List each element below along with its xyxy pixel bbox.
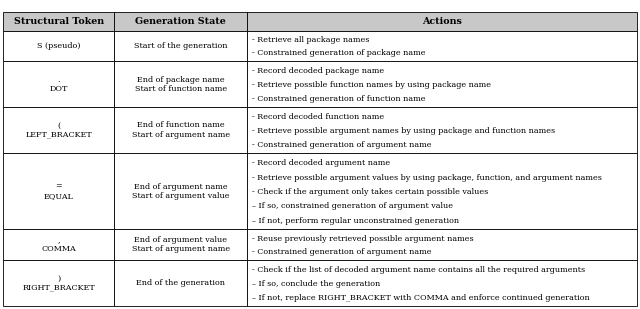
Text: .
DOT: . DOT bbox=[49, 76, 68, 93]
Text: - Record decoded package name: - Record decoded package name bbox=[252, 67, 384, 75]
Bar bbox=[114, 153, 247, 230]
Bar bbox=[3, 230, 114, 260]
Text: ,
COMMA: , COMMA bbox=[41, 236, 76, 253]
Bar bbox=[247, 153, 637, 230]
Text: - Reuse previously retrieved possible argument names: - Reuse previously retrieved possible ar… bbox=[252, 235, 473, 243]
Text: - Retrieve possible function names by using package name: - Retrieve possible function names by us… bbox=[252, 81, 491, 89]
Bar bbox=[114, 31, 247, 61]
Bar bbox=[114, 12, 247, 31]
Text: End of function name
Start of argument name: End of function name Start of argument n… bbox=[132, 121, 230, 139]
Text: - Constrained generation of function name: - Constrained generation of function nam… bbox=[252, 95, 425, 103]
Text: (
LEFT_BRACKET: ( LEFT_BRACKET bbox=[25, 121, 92, 139]
Bar bbox=[3, 61, 114, 107]
Bar bbox=[114, 230, 247, 260]
Text: - Retrieve all package names: - Retrieve all package names bbox=[252, 36, 369, 44]
Bar bbox=[3, 31, 114, 61]
Text: - Retrieve possible argument values by using package, function, and argument nam: - Retrieve possible argument values by u… bbox=[252, 174, 602, 182]
Text: - Constrained generation of argument name: - Constrained generation of argument nam… bbox=[252, 248, 431, 256]
Text: - Constrained generation of argument name: - Constrained generation of argument nam… bbox=[252, 141, 431, 149]
Text: - Record decoded argument name: - Record decoded argument name bbox=[252, 159, 390, 167]
Text: - Record decoded function name: - Record decoded function name bbox=[252, 113, 384, 121]
Text: End of argument value
Start of argument name: End of argument value Start of argument … bbox=[132, 236, 230, 253]
Bar bbox=[114, 107, 247, 153]
Bar bbox=[114, 61, 247, 107]
Text: – If not, replace RIGHT_BRACKET with COMMA and enforce continued generation: – If not, replace RIGHT_BRACKET with COM… bbox=[252, 294, 589, 302]
Text: - Retrieve possible argument names by using package and function names: - Retrieve possible argument names by us… bbox=[252, 127, 555, 135]
Text: – If so, constrained generation of argument value: – If so, constrained generation of argum… bbox=[252, 202, 452, 210]
Bar bbox=[247, 12, 637, 31]
Text: )
RIGHT_BRACKET: ) RIGHT_BRACKET bbox=[22, 274, 95, 292]
Text: - Check if the list of decoded argument name contains all the required arguments: - Check if the list of decoded argument … bbox=[252, 266, 585, 274]
Text: – If so, conclude the generation: – If so, conclude the generation bbox=[252, 280, 380, 288]
Bar bbox=[247, 61, 637, 107]
Text: End of argument name
Start of argument value: End of argument name Start of argument v… bbox=[132, 183, 229, 200]
Bar bbox=[3, 260, 114, 306]
Bar bbox=[3, 12, 114, 31]
Bar bbox=[114, 260, 247, 306]
Bar bbox=[247, 230, 637, 260]
Text: =
EQUAL: = EQUAL bbox=[44, 183, 74, 200]
Bar bbox=[247, 107, 637, 153]
Text: End of package name
Start of function name: End of package name Start of function na… bbox=[134, 76, 227, 93]
Bar bbox=[247, 260, 637, 306]
Text: Structural Token: Structural Token bbox=[13, 17, 104, 26]
Text: – If not, perform regular unconstrained generation: – If not, perform regular unconstrained … bbox=[252, 217, 459, 225]
Bar bbox=[3, 107, 114, 153]
Bar bbox=[3, 153, 114, 230]
Text: S (pseudo): S (pseudo) bbox=[37, 42, 81, 50]
Text: Generation State: Generation State bbox=[135, 17, 226, 26]
Text: Actions: Actions bbox=[422, 17, 462, 26]
Text: End of the generation: End of the generation bbox=[136, 279, 225, 287]
Bar bbox=[247, 31, 637, 61]
Text: - Constrained generation of package name: - Constrained generation of package name bbox=[252, 49, 425, 57]
Text: Start of the generation: Start of the generation bbox=[134, 42, 227, 50]
Text: - Check if the argument only takes certain possible values: - Check if the argument only takes certa… bbox=[252, 188, 488, 196]
